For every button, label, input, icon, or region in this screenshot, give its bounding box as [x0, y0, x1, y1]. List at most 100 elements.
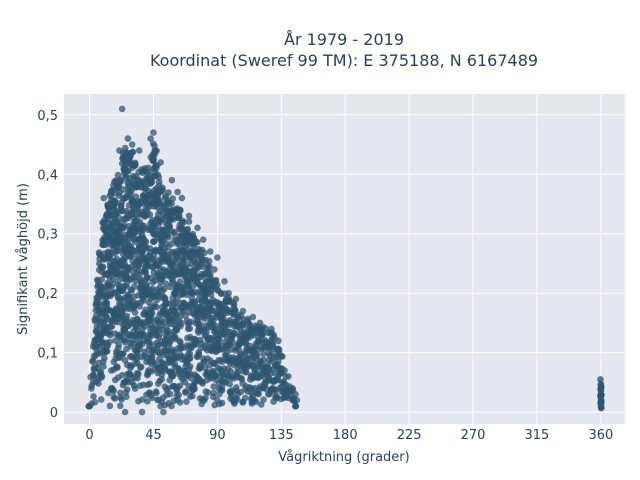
data-point	[106, 254, 113, 261]
data-point	[293, 396, 301, 404]
data-point	[149, 353, 156, 361]
data-point	[109, 280, 116, 288]
data-point	[106, 402, 114, 410]
data-point	[166, 340, 173, 347]
data-point	[165, 189, 172, 196]
data-point	[144, 398, 151, 405]
y-tick-label: 0,4	[37, 168, 58, 183]
data-point	[117, 177, 125, 185]
data-point	[207, 270, 214, 278]
data-point	[201, 249, 208, 257]
x-tick-labels: 0 45 90 135 180 225 270 315 360	[85, 428, 613, 443]
data-point	[153, 165, 160, 172]
y-tick-label: 0,5	[37, 109, 58, 124]
data-point	[90, 393, 97, 400]
data-point	[199, 236, 207, 243]
data-point	[193, 341, 200, 348]
data-point	[101, 354, 108, 362]
y-tick-label: 0,1	[37, 347, 58, 362]
data-point	[158, 376, 166, 383]
data-point	[169, 195, 177, 202]
data-point	[117, 389, 124, 397]
y-tick-label: 0	[50, 406, 58, 421]
data-point	[106, 338, 113, 346]
data-point	[120, 350, 127, 358]
data-point	[176, 207, 184, 214]
data-point	[166, 390, 174, 398]
data-point	[159, 186, 167, 194]
y-axis-title: Signifikant våghöjd (m)	[16, 183, 31, 335]
data-point	[597, 380, 605, 388]
data-point	[141, 268, 149, 276]
data-point	[114, 277, 122, 285]
data-point	[226, 380, 233, 388]
data-point	[275, 337, 282, 345]
data-point	[123, 386, 131, 393]
x-tick-label: 180	[333, 428, 358, 443]
data-point	[171, 228, 178, 236]
data-point	[152, 388, 160, 395]
data-point	[186, 363, 194, 370]
data-point	[231, 329, 238, 337]
data-point	[89, 358, 96, 365]
data-point	[112, 199, 120, 206]
data-point	[182, 388, 189, 395]
data-point	[187, 318, 195, 326]
data-point	[180, 219, 187, 226]
data-point	[179, 283, 187, 291]
data-point	[207, 248, 214, 255]
data-point	[149, 394, 156, 402]
data-point	[135, 370, 142, 378]
data-point	[221, 278, 228, 285]
data-point	[146, 380, 154, 388]
data-point	[227, 367, 234, 375]
data-point	[281, 367, 288, 374]
data-point	[275, 358, 282, 365]
data-point	[160, 408, 167, 416]
data-point	[176, 278, 184, 285]
data-point	[145, 168, 153, 176]
x-tick-label: 270	[461, 428, 486, 443]
data-point	[97, 368, 105, 376]
data-point	[146, 211, 154, 218]
data-point	[150, 238, 158, 245]
data-point	[234, 396, 241, 403]
x-tick-label: 315	[525, 428, 550, 443]
data-point	[279, 353, 286, 360]
data-point	[260, 356, 267, 364]
data-point	[124, 135, 132, 142]
chart-title-line2: Koordinat (Sweref 99 TM): E 375188, N 61…	[150, 51, 538, 70]
data-point	[185, 218, 193, 225]
data-point	[116, 147, 123, 154]
data-point	[184, 225, 191, 233]
data-point	[168, 240, 175, 247]
data-point	[597, 385, 605, 393]
data-point	[176, 399, 184, 406]
data-point	[171, 333, 179, 341]
data-point	[218, 387, 226, 394]
data-point	[131, 385, 139, 392]
data-point	[147, 315, 155, 323]
data-point	[178, 194, 186, 202]
data-point	[186, 325, 194, 332]
data-point	[193, 238, 200, 246]
data-point	[103, 348, 111, 355]
data-point	[186, 350, 194, 358]
data-point	[157, 402, 164, 410]
x-tick-label: 45	[145, 428, 162, 443]
data-point	[597, 376, 604, 383]
data-point	[232, 295, 240, 303]
data-point	[241, 394, 249, 402]
data-point	[131, 283, 138, 290]
data-point	[118, 371, 126, 379]
data-point	[98, 276, 106, 283]
data-point	[194, 224, 201, 232]
y-tick-labels: 0 0,1 0,2 0,3 0,4 0,5	[37, 109, 58, 421]
data-point	[139, 396, 146, 403]
data-point	[153, 303, 160, 311]
data-point	[168, 402, 175, 410]
data-point	[260, 396, 267, 404]
data-point	[150, 155, 158, 163]
x-tick-label: 90	[209, 428, 226, 443]
